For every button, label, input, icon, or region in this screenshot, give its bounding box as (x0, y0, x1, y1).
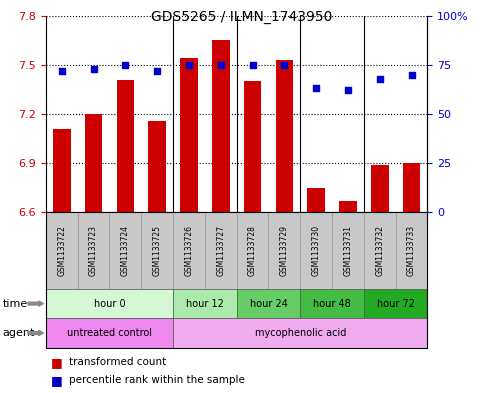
Text: ■: ■ (51, 374, 62, 387)
Bar (212, 40, 229, 212)
Text: GSM1133729: GSM1133729 (280, 225, 289, 276)
Bar (403, 163, 420, 212)
Bar (307, 187, 325, 212)
Text: GSM1133727: GSM1133727 (216, 225, 225, 276)
Text: GSM1133730: GSM1133730 (312, 225, 321, 276)
Point (153, 68, 161, 74)
Text: GSM1133731: GSM1133731 (343, 225, 353, 276)
Text: hour 72: hour 72 (377, 299, 415, 309)
Point (281, 62, 288, 68)
Point (313, 85, 320, 92)
Text: mycophenolic acid: mycophenolic acid (255, 328, 346, 338)
Text: GSM1133732: GSM1133732 (375, 225, 384, 276)
Bar (371, 165, 388, 212)
Point (185, 62, 193, 68)
Text: GSM1133723: GSM1133723 (89, 225, 98, 276)
Point (344, 87, 352, 94)
Text: GSM1133724: GSM1133724 (121, 225, 130, 276)
Point (90, 66, 98, 72)
Text: hour 48: hour 48 (313, 299, 351, 309)
Text: hour 24: hour 24 (250, 299, 287, 309)
Text: GSM1133728: GSM1133728 (248, 225, 257, 276)
Text: GSM1133725: GSM1133725 (153, 225, 162, 276)
Bar (276, 60, 293, 212)
Bar (116, 79, 134, 212)
Text: hour 12: hour 12 (186, 299, 224, 309)
Point (122, 62, 129, 68)
Bar (180, 58, 198, 212)
Point (376, 75, 384, 82)
Text: GSM1133722: GSM1133722 (57, 225, 66, 276)
Text: percentile rank within the sample: percentile rank within the sample (69, 375, 245, 386)
Point (58, 68, 66, 74)
Bar (148, 121, 166, 212)
Point (217, 62, 225, 68)
Bar (53, 129, 71, 212)
Text: time: time (2, 299, 28, 309)
Text: untreated control: untreated control (67, 328, 152, 338)
Text: GDS5265 / ILMN_1743950: GDS5265 / ILMN_1743950 (151, 10, 332, 24)
Text: agent: agent (2, 328, 35, 338)
Bar (244, 81, 261, 212)
Text: hour 0: hour 0 (94, 299, 125, 309)
Text: GSM1133733: GSM1133733 (407, 225, 416, 276)
Text: transformed count: transformed count (69, 357, 166, 367)
Bar (339, 201, 357, 212)
Text: ■: ■ (51, 356, 62, 369)
Point (408, 72, 415, 78)
Bar (85, 114, 102, 212)
Text: GSM1133726: GSM1133726 (185, 225, 194, 276)
Point (249, 62, 256, 68)
